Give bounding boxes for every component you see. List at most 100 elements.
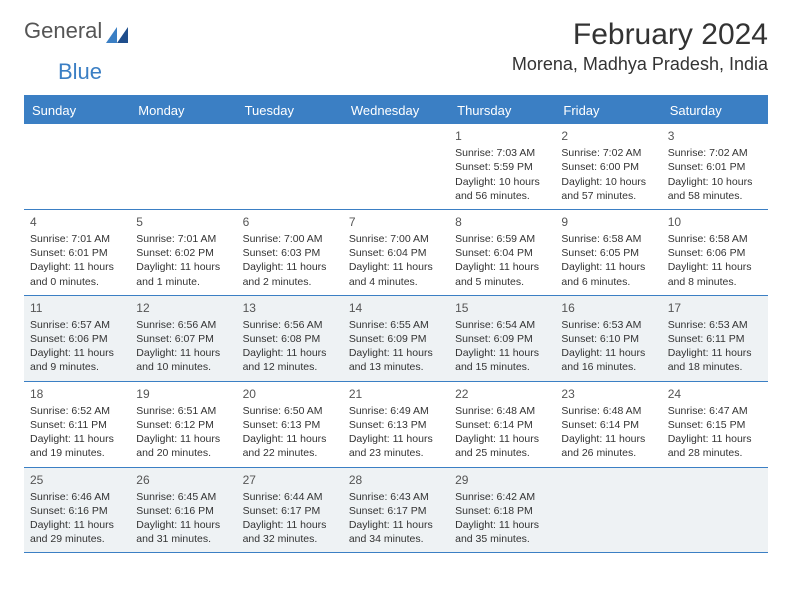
day-cell: 20Sunrise: 6:50 AMSunset: 6:13 PMDayligh… xyxy=(237,382,343,467)
daylight-text: Daylight: 11 hours xyxy=(30,260,124,274)
daylight-text: Daylight: 11 hours xyxy=(349,432,443,446)
daylight-text: Daylight: 11 hours xyxy=(243,260,337,274)
day-number: 3 xyxy=(668,128,762,144)
day-cell xyxy=(662,468,768,553)
daylight-text: Daylight: 11 hours xyxy=(243,432,337,446)
day-number: 11 xyxy=(30,300,124,316)
dow-wed: Wednesday xyxy=(343,97,449,124)
daylight-text: Daylight: 11 hours xyxy=(455,432,549,446)
day-number: 7 xyxy=(349,214,443,230)
sunset-text: Sunset: 6:03 PM xyxy=(243,246,337,260)
brand-triangle-icon xyxy=(106,23,128,39)
daylight-text: and 57 minutes. xyxy=(561,189,655,203)
day-number: 17 xyxy=(668,300,762,316)
daylight-text: and 29 minutes. xyxy=(30,532,124,546)
daylight-text: and 32 minutes. xyxy=(243,532,337,546)
daylight-text: and 13 minutes. xyxy=(349,360,443,374)
sunset-text: Sunset: 6:18 PM xyxy=(455,504,549,518)
week-row: 1Sunrise: 7:03 AMSunset: 5:59 PMDaylight… xyxy=(24,124,768,210)
day-cell: 13Sunrise: 6:56 AMSunset: 6:08 PMDayligh… xyxy=(237,296,343,381)
daylight-text: and 20 minutes. xyxy=(136,446,230,460)
daylight-text: and 19 minutes. xyxy=(30,446,124,460)
daylight-text: Daylight: 11 hours xyxy=(136,432,230,446)
day-number: 20 xyxy=(243,386,337,402)
day-number: 26 xyxy=(136,472,230,488)
day-number: 25 xyxy=(30,472,124,488)
month-title: February 2024 xyxy=(512,18,768,52)
sunset-text: Sunset: 6:14 PM xyxy=(561,418,655,432)
sunrise-text: Sunrise: 6:47 AM xyxy=(668,404,762,418)
sunset-text: Sunset: 6:16 PM xyxy=(30,504,124,518)
daylight-text: Daylight: 11 hours xyxy=(455,260,549,274)
sunset-text: Sunset: 6:04 PM xyxy=(455,246,549,260)
daylight-text: Daylight: 11 hours xyxy=(136,346,230,360)
sunrise-text: Sunrise: 7:03 AM xyxy=(455,146,549,160)
daylight-text: and 5 minutes. xyxy=(455,275,549,289)
sunrise-text: Sunrise: 6:54 AM xyxy=(455,318,549,332)
daylight-text: and 28 minutes. xyxy=(668,446,762,460)
day-cell: 28Sunrise: 6:43 AMSunset: 6:17 PMDayligh… xyxy=(343,468,449,553)
sunset-text: Sunset: 6:02 PM xyxy=(136,246,230,260)
day-cell: 22Sunrise: 6:48 AMSunset: 6:14 PMDayligh… xyxy=(449,382,555,467)
daylight-text: Daylight: 11 hours xyxy=(668,260,762,274)
sunset-text: Sunset: 6:16 PM xyxy=(136,504,230,518)
calendar: Sunday Monday Tuesday Wednesday Thursday… xyxy=(24,95,768,553)
sunrise-text: Sunrise: 7:00 AM xyxy=(349,232,443,246)
day-cell: 9Sunrise: 6:58 AMSunset: 6:05 PMDaylight… xyxy=(555,210,661,295)
sunrise-text: Sunrise: 7:01 AM xyxy=(136,232,230,246)
sunset-text: Sunset: 6:00 PM xyxy=(561,160,655,174)
daylight-text: and 0 minutes. xyxy=(30,275,124,289)
daylight-text: and 12 minutes. xyxy=(243,360,337,374)
day-cell: 7Sunrise: 7:00 AMSunset: 6:04 PMDaylight… xyxy=(343,210,449,295)
daylight-text: Daylight: 10 hours xyxy=(455,175,549,189)
day-number: 9 xyxy=(561,214,655,230)
day-number: 6 xyxy=(243,214,337,230)
daylight-text: and 23 minutes. xyxy=(349,446,443,460)
day-cell: 29Sunrise: 6:42 AMSunset: 6:18 PMDayligh… xyxy=(449,468,555,553)
day-cell: 17Sunrise: 6:53 AMSunset: 6:11 PMDayligh… xyxy=(662,296,768,381)
day-cell: 2Sunrise: 7:02 AMSunset: 6:00 PMDaylight… xyxy=(555,124,661,209)
day-cell: 3Sunrise: 7:02 AMSunset: 6:01 PMDaylight… xyxy=(662,124,768,209)
day-number: 22 xyxy=(455,386,549,402)
location-subtitle: Morena, Madhya Pradesh, India xyxy=(512,54,768,75)
day-number: 23 xyxy=(561,386,655,402)
sunrise-text: Sunrise: 7:01 AM xyxy=(30,232,124,246)
day-number: 10 xyxy=(668,214,762,230)
daylight-text: and 22 minutes. xyxy=(243,446,337,460)
dow-sun: Sunday xyxy=(24,97,130,124)
day-cell: 11Sunrise: 6:57 AMSunset: 6:06 PMDayligh… xyxy=(24,296,130,381)
sunset-text: Sunset: 6:01 PM xyxy=(668,160,762,174)
sunrise-text: Sunrise: 6:59 AM xyxy=(455,232,549,246)
day-cell: 6 Sunrise: 7:00 AMSunset: 6:03 PMDaylight… xyxy=(237,210,343,295)
weekday-header: Sunday Monday Tuesday Wednesday Thursday… xyxy=(24,97,768,124)
sunset-text: Sunset: 6:09 PM xyxy=(349,332,443,346)
brand-part1: General xyxy=(24,18,102,44)
daylight-text: and 1 minute. xyxy=(136,275,230,289)
daylight-text: Daylight: 11 hours xyxy=(455,346,549,360)
daylight-text: and 4 minutes. xyxy=(349,275,443,289)
daylight-text: and 15 minutes. xyxy=(455,360,549,374)
daylight-text: Daylight: 11 hours xyxy=(136,518,230,532)
day-cell: 10 Sunrise: 6:58 AMSunset: 6:06 PMDayligh… xyxy=(662,210,768,295)
daylight-text: Daylight: 11 hours xyxy=(561,260,655,274)
day-number: 4 xyxy=(30,214,124,230)
daylight-text: and 8 minutes. xyxy=(668,275,762,289)
day-cell: 18Sunrise: 6:52 AMSunset: 6:11 PMDayligh… xyxy=(24,382,130,467)
day-number: 27 xyxy=(243,472,337,488)
sunrise-text: Sunrise: 6:46 AM xyxy=(30,490,124,504)
week-row: 25Sunrise: 6:46 AMSunset: 6:16 PMDayligh… xyxy=(24,468,768,554)
day-cell: 19Sunrise: 6:51 AMSunset: 6:12 PMDayligh… xyxy=(130,382,236,467)
sunset-text: Sunset: 6:09 PM xyxy=(455,332,549,346)
sunrise-text: Sunrise: 6:58 AM xyxy=(668,232,762,246)
day-number: 24 xyxy=(668,386,762,402)
daylight-text: Daylight: 11 hours xyxy=(668,346,762,360)
sunrise-text: Sunrise: 7:00 AM xyxy=(243,232,337,246)
sunset-text: Sunset: 6:01 PM xyxy=(30,246,124,260)
daylight-text: Daylight: 10 hours xyxy=(561,175,655,189)
sunrise-text: Sunrise: 6:42 AM xyxy=(455,490,549,504)
day-number: 16 xyxy=(561,300,655,316)
sunset-text: Sunset: 6:14 PM xyxy=(455,418,549,432)
sunset-text: Sunset: 6:06 PM xyxy=(668,246,762,260)
daylight-text: and 6 minutes. xyxy=(561,275,655,289)
day-cell: 24Sunrise: 6:47 AMSunset: 6:15 PMDayligh… xyxy=(662,382,768,467)
